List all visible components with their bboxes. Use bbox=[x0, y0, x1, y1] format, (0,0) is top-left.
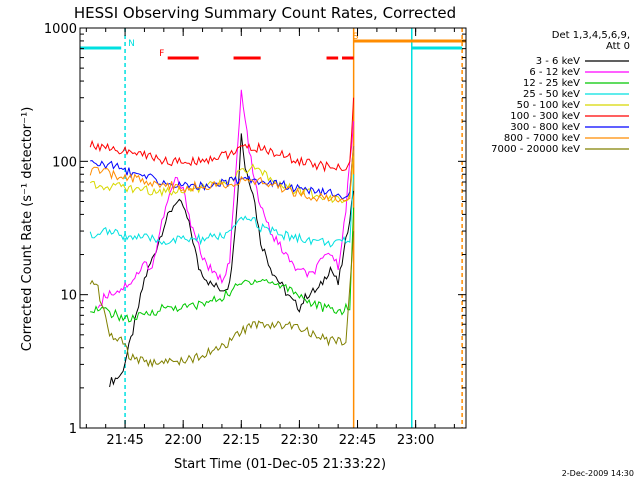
status-bar-label: N bbox=[128, 39, 135, 49]
chart-title: HESSI Observing Summary Count Rates, Cor… bbox=[74, 4, 456, 22]
status-bar-label: F bbox=[159, 49, 164, 59]
series-line bbox=[89, 97, 355, 173]
x-tick-label: 23:00 bbox=[397, 433, 434, 448]
legend-label: 300 - 800 keV bbox=[510, 122, 580, 133]
series-line bbox=[89, 174, 355, 248]
axes: 1 10 100 1000 21:45 22:00 22:15 22:30 22:45 23:00 bbox=[44, 22, 467, 448]
legend-label: 7000 - 20000 keV bbox=[491, 144, 580, 155]
x-tick-label: 21:45 bbox=[106, 433, 143, 448]
y-tick-label: 10 bbox=[60, 289, 77, 304]
status-bar-label: S bbox=[353, 32, 359, 42]
series-line bbox=[90, 207, 355, 323]
legend-label: 3 - 6 keV bbox=[536, 56, 580, 67]
y-axis-label: Corrected Count Rate (s⁻¹ detector⁻¹) bbox=[20, 107, 35, 352]
x-axis-label: Start Time (01-Dec-05 21:33:22) bbox=[174, 457, 386, 472]
legend-label: 800 - 7000 keV bbox=[504, 133, 580, 144]
x-tick-label: 22:00 bbox=[164, 433, 201, 448]
legend-header: Att 0 bbox=[606, 41, 630, 52]
footer-date: 2-Dec-2009 14:30 bbox=[562, 469, 634, 478]
series-line bbox=[97, 89, 355, 309]
series-line bbox=[89, 141, 355, 203]
x-tick-label: 22:15 bbox=[223, 433, 260, 448]
legend-label: 100 - 300 keV bbox=[510, 111, 580, 122]
x-tick-label: 22:30 bbox=[281, 433, 318, 448]
legend-label: 12 - 25 keV bbox=[523, 78, 580, 89]
y-tick-label: 100 bbox=[52, 155, 77, 170]
legend-label: 50 - 100 keV bbox=[517, 100, 581, 111]
y-tick-label: 1 bbox=[69, 422, 77, 437]
series-line bbox=[109, 133, 355, 388]
plot-frame bbox=[79, 27, 467, 429]
legend-label: 25 - 50 keV bbox=[523, 89, 580, 100]
legend-label: 6 - 12 keV bbox=[529, 67, 580, 78]
x-tick-label: 22:45 bbox=[339, 433, 376, 448]
series-line bbox=[89, 150, 355, 204]
series-line bbox=[90, 146, 355, 200]
y-tick-label: 1000 bbox=[44, 22, 77, 37]
legend-header: Det 1,3,4,5,6,9, bbox=[552, 30, 630, 41]
series-line bbox=[89, 231, 355, 368]
plot-area: N F S bbox=[80, 28, 466, 428]
